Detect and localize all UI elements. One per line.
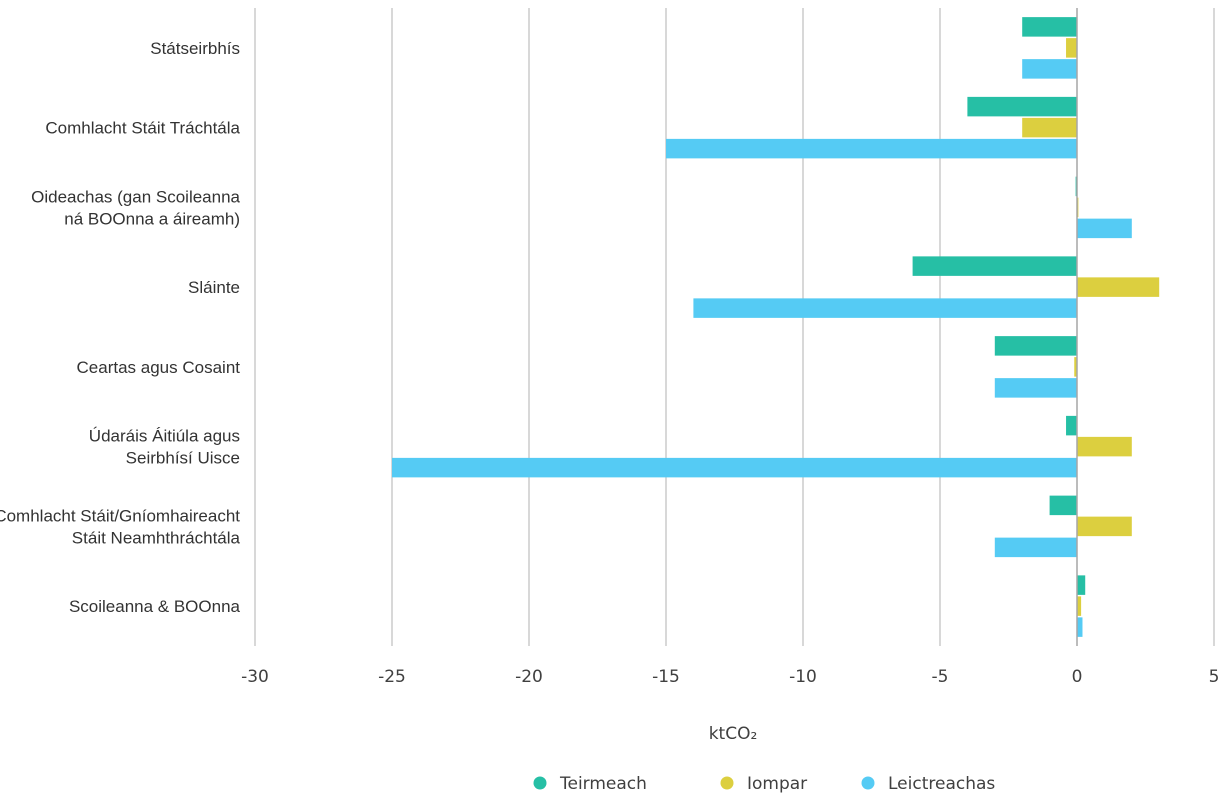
x-tick-label: -5 <box>932 667 949 687</box>
category-label: ná BOOnna a áireamh) <box>64 209 240 228</box>
x-tick-label: 0 <box>1072 667 1083 687</box>
x-tick-label: -30 <box>241 667 269 687</box>
bar-iompar-6 <box>1077 516 1132 537</box>
bar-iompar-4 <box>1074 357 1077 377</box>
bar-leictreachas-6 <box>994 537 1077 558</box>
legend-label-teirmeach: Teirmeach <box>559 774 647 794</box>
bar-leictreachas-1 <box>666 138 1077 159</box>
bar-teirmeach-7 <box>1077 575 1086 595</box>
x-tick-label: -25 <box>378 667 406 687</box>
x-tick-labels: -30 -25 -20 -15 -10 -5 0 5 <box>241 667 1219 687</box>
x-tick-label: 5 <box>1209 667 1220 687</box>
bar-iompar-3 <box>1077 277 1160 297</box>
legend-marker-iompar <box>720 776 734 790</box>
category-label: Údaráis Áitiúla agus <box>89 427 240 446</box>
x-tick-label: -20 <box>515 667 543 687</box>
category-label: Sláinte <box>188 278 240 297</box>
bar-teirmeach-3 <box>912 256 1077 276</box>
bar-teirmeach-1 <box>967 96 1077 117</box>
category-labels: Státseirbhís Comhlacht Stáit Tráchtála Oid… <box>0 39 241 616</box>
category-label: Ceartas agus Cosaint <box>77 358 241 377</box>
bar-iompar-1 <box>1022 117 1077 138</box>
legend-marker-leictreachas <box>861 776 875 790</box>
category-label: Comhlacht Stáit/Gníomhaireacht <box>0 506 240 525</box>
legend-label-iompar: Iompar <box>747 774 807 794</box>
bar-iompar-0 <box>1066 38 1077 58</box>
bar-leictreachas-5 <box>392 457 1077 478</box>
bar-iompar-7 <box>1077 596 1082 616</box>
category-label: Státseirbhís <box>150 39 240 58</box>
category-label: Oideachas (gan Scoileanna <box>31 187 240 206</box>
bar-leictreachas-2 <box>1077 218 1132 239</box>
category-label: Comhlacht Stáit Tráchtála <box>45 119 240 138</box>
legend-marker-teirmeach <box>533 776 547 790</box>
bar-leictreachas-0 <box>1022 59 1077 79</box>
bar-leictreachas-4 <box>994 378 1077 398</box>
bar-teirmeach-0 <box>1022 17 1077 37</box>
x-tick-label: -15 <box>652 667 680 687</box>
x-tick-label: -10 <box>789 667 817 687</box>
category-label: Seirbhísí Uisce <box>126 449 240 468</box>
x-axis-title: ktCO₂ <box>709 724 758 744</box>
bar-leictreachas-3 <box>693 298 1077 318</box>
bar-teirmeach-5 <box>1066 415 1077 436</box>
bar-teirmeach-6 <box>1049 495 1077 516</box>
bar-teirmeach-4 <box>994 336 1077 356</box>
bar-leictreachas-7 <box>1077 617 1083 637</box>
category-label: Scoileanna & BOOnna <box>69 597 241 616</box>
gridlines <box>254 8 1215 646</box>
legend-label-leictreachas: Leictreachas <box>888 774 995 794</box>
bar-iompar-5 <box>1077 436 1132 457</box>
bars <box>392 17 1160 637</box>
legend: Teirmeach Iompar Leictreachas <box>533 774 995 794</box>
category-label: Stáit Neamhthráchtála <box>72 528 241 547</box>
